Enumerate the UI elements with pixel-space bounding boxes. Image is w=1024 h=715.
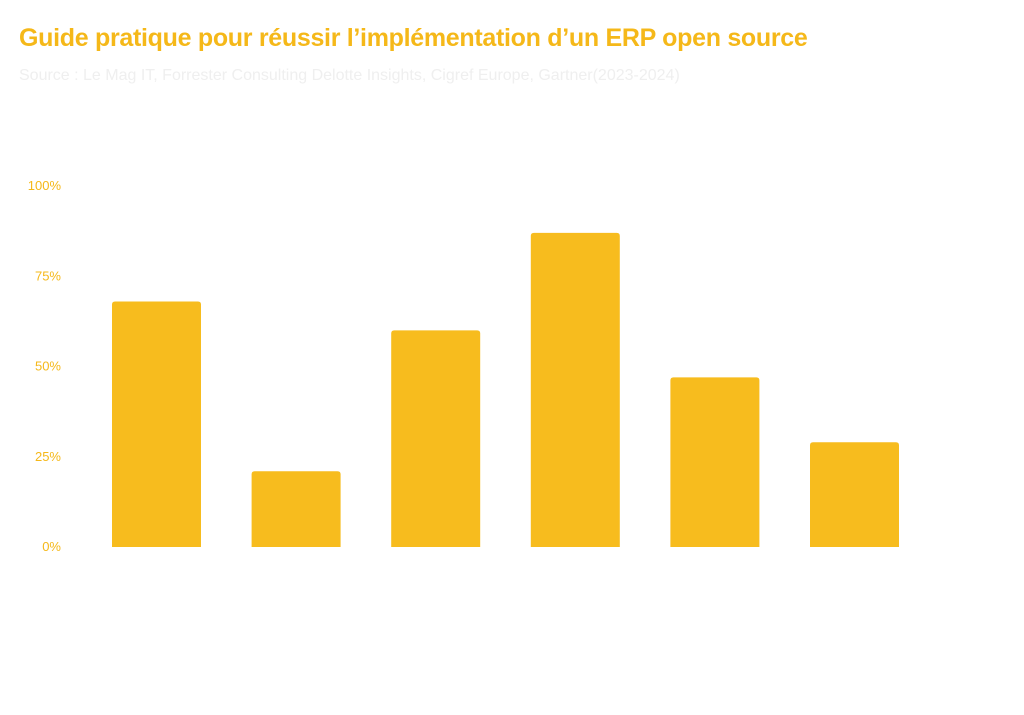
y-tick-label: 50% xyxy=(35,359,61,374)
bar xyxy=(251,471,341,547)
bar xyxy=(670,377,760,547)
y-tick-label: 100% xyxy=(28,178,62,193)
bar xyxy=(810,442,899,547)
bar xyxy=(112,301,201,547)
y-tick-label: 25% xyxy=(35,449,61,464)
bar xyxy=(530,232,620,547)
y-axis-ticks: 0% 25% 50% 75% 100% xyxy=(28,178,62,554)
bar xyxy=(391,330,481,547)
bars xyxy=(112,232,899,547)
chart-subtitle: Source : Le Mag IT, Forrester Consulting… xyxy=(19,67,680,84)
y-tick-label: 75% xyxy=(35,268,61,283)
y-tick-label: 0% xyxy=(42,539,61,554)
chart-title: Guide pratique pour réussir l’implémenta… xyxy=(19,24,808,52)
